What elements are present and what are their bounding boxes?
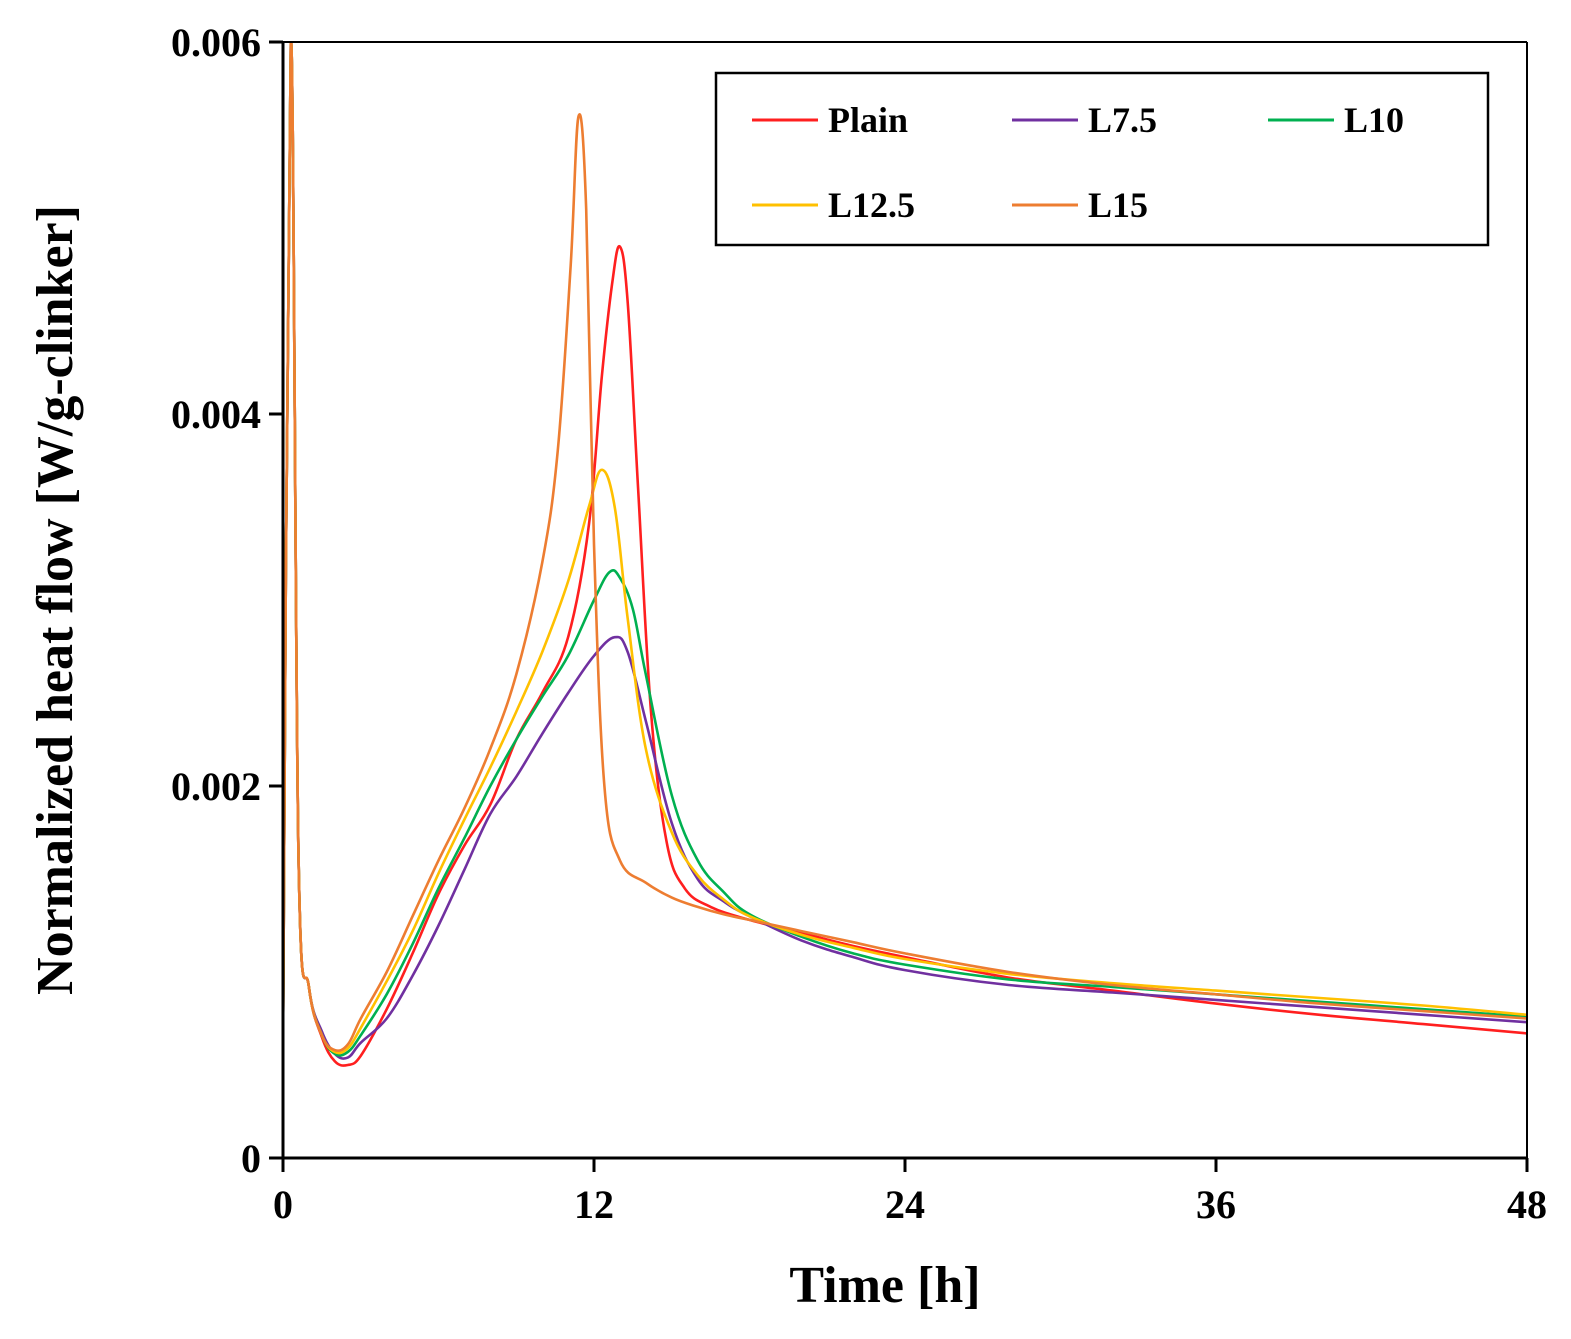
legend-box xyxy=(714,71,1490,247)
x-axis-title: Time [h] xyxy=(789,1257,980,1314)
y-tick-label: 0.002 xyxy=(171,764,261,809)
x-tick-label: 36 xyxy=(1196,1182,1236,1227)
legend-label-l7-5: L7.5 xyxy=(1088,100,1157,140)
x-tick-label: 48 xyxy=(1507,1182,1547,1227)
x-tick-label: 12 xyxy=(574,1182,614,1227)
x-ticks: 0 12 24 36 48 xyxy=(273,1158,1547,1227)
y-ticks: 0 0.002 0.004 0.006 xyxy=(171,20,283,1181)
legend-label-plain: Plain xyxy=(828,100,908,140)
legend-label-l15: L15 xyxy=(1088,185,1148,225)
y-tick-label: 0.006 xyxy=(171,20,261,65)
y-tick-label: 0.004 xyxy=(171,392,261,437)
series-line-l15 xyxy=(283,42,1527,1053)
y-axis-title: Normalized heat flow [W/g-clinker] xyxy=(27,205,84,995)
legend-label-l12-5: L12.5 xyxy=(828,185,915,225)
legend-label-l10: L10 xyxy=(1344,100,1404,140)
legend: Plain L7.5 L10 L12.5 L15 xyxy=(714,71,1490,247)
y-tick-label: 0 xyxy=(241,1136,261,1181)
x-tick-label: 24 xyxy=(885,1182,925,1227)
x-tick-label: 0 xyxy=(273,1182,293,1227)
series-layer xyxy=(283,42,1527,1067)
legend-entries: Plain L7.5 L10 L12.5 L15 xyxy=(752,100,1404,225)
